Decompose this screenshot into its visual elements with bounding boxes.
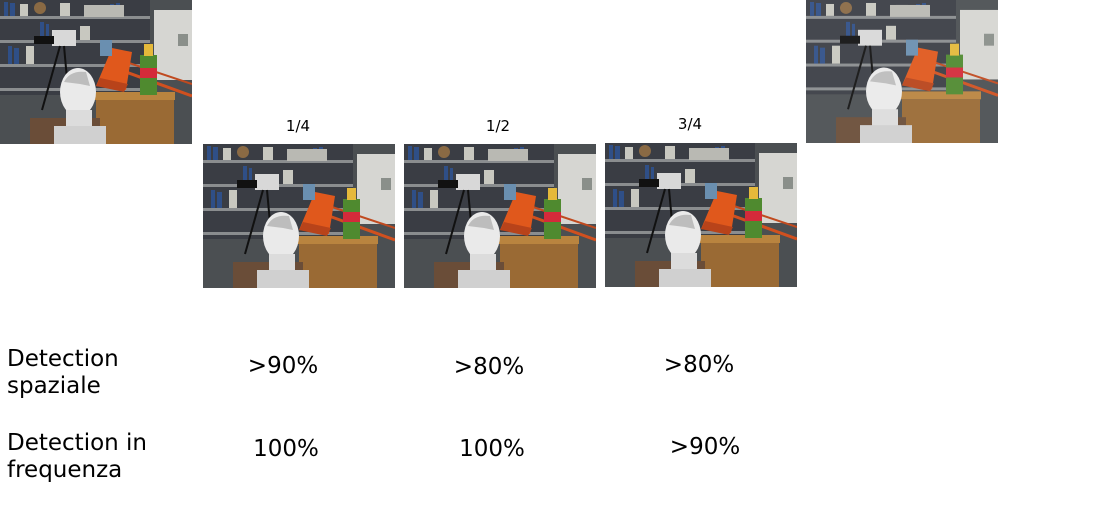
row-label-frequency: Detection in frequenza — [7, 430, 148, 483]
frame-image-2 — [404, 144, 596, 288]
original-image — [0, 0, 192, 144]
spatial-value-2: >80% — [453, 354, 525, 380]
reconstructed-image — [806, 0, 998, 143]
frame-label-3: 3/4 — [677, 115, 703, 133]
frame-image-3 — [605, 143, 797, 287]
frequency-value-1: 100% — [253, 436, 319, 462]
frame-label-2: 1/2 — [485, 117, 511, 135]
frequency-value-3: >90% — [669, 434, 741, 460]
row-label-spatial: Detection spaziale — [7, 346, 119, 399]
frame-label-1: 1/4 — [285, 117, 311, 135]
spatial-value-3: >80% — [663, 352, 735, 378]
spatial-value-1: >90% — [247, 353, 319, 379]
frame-image-1 — [203, 144, 395, 288]
frequency-value-2: 100% — [459, 436, 525, 462]
